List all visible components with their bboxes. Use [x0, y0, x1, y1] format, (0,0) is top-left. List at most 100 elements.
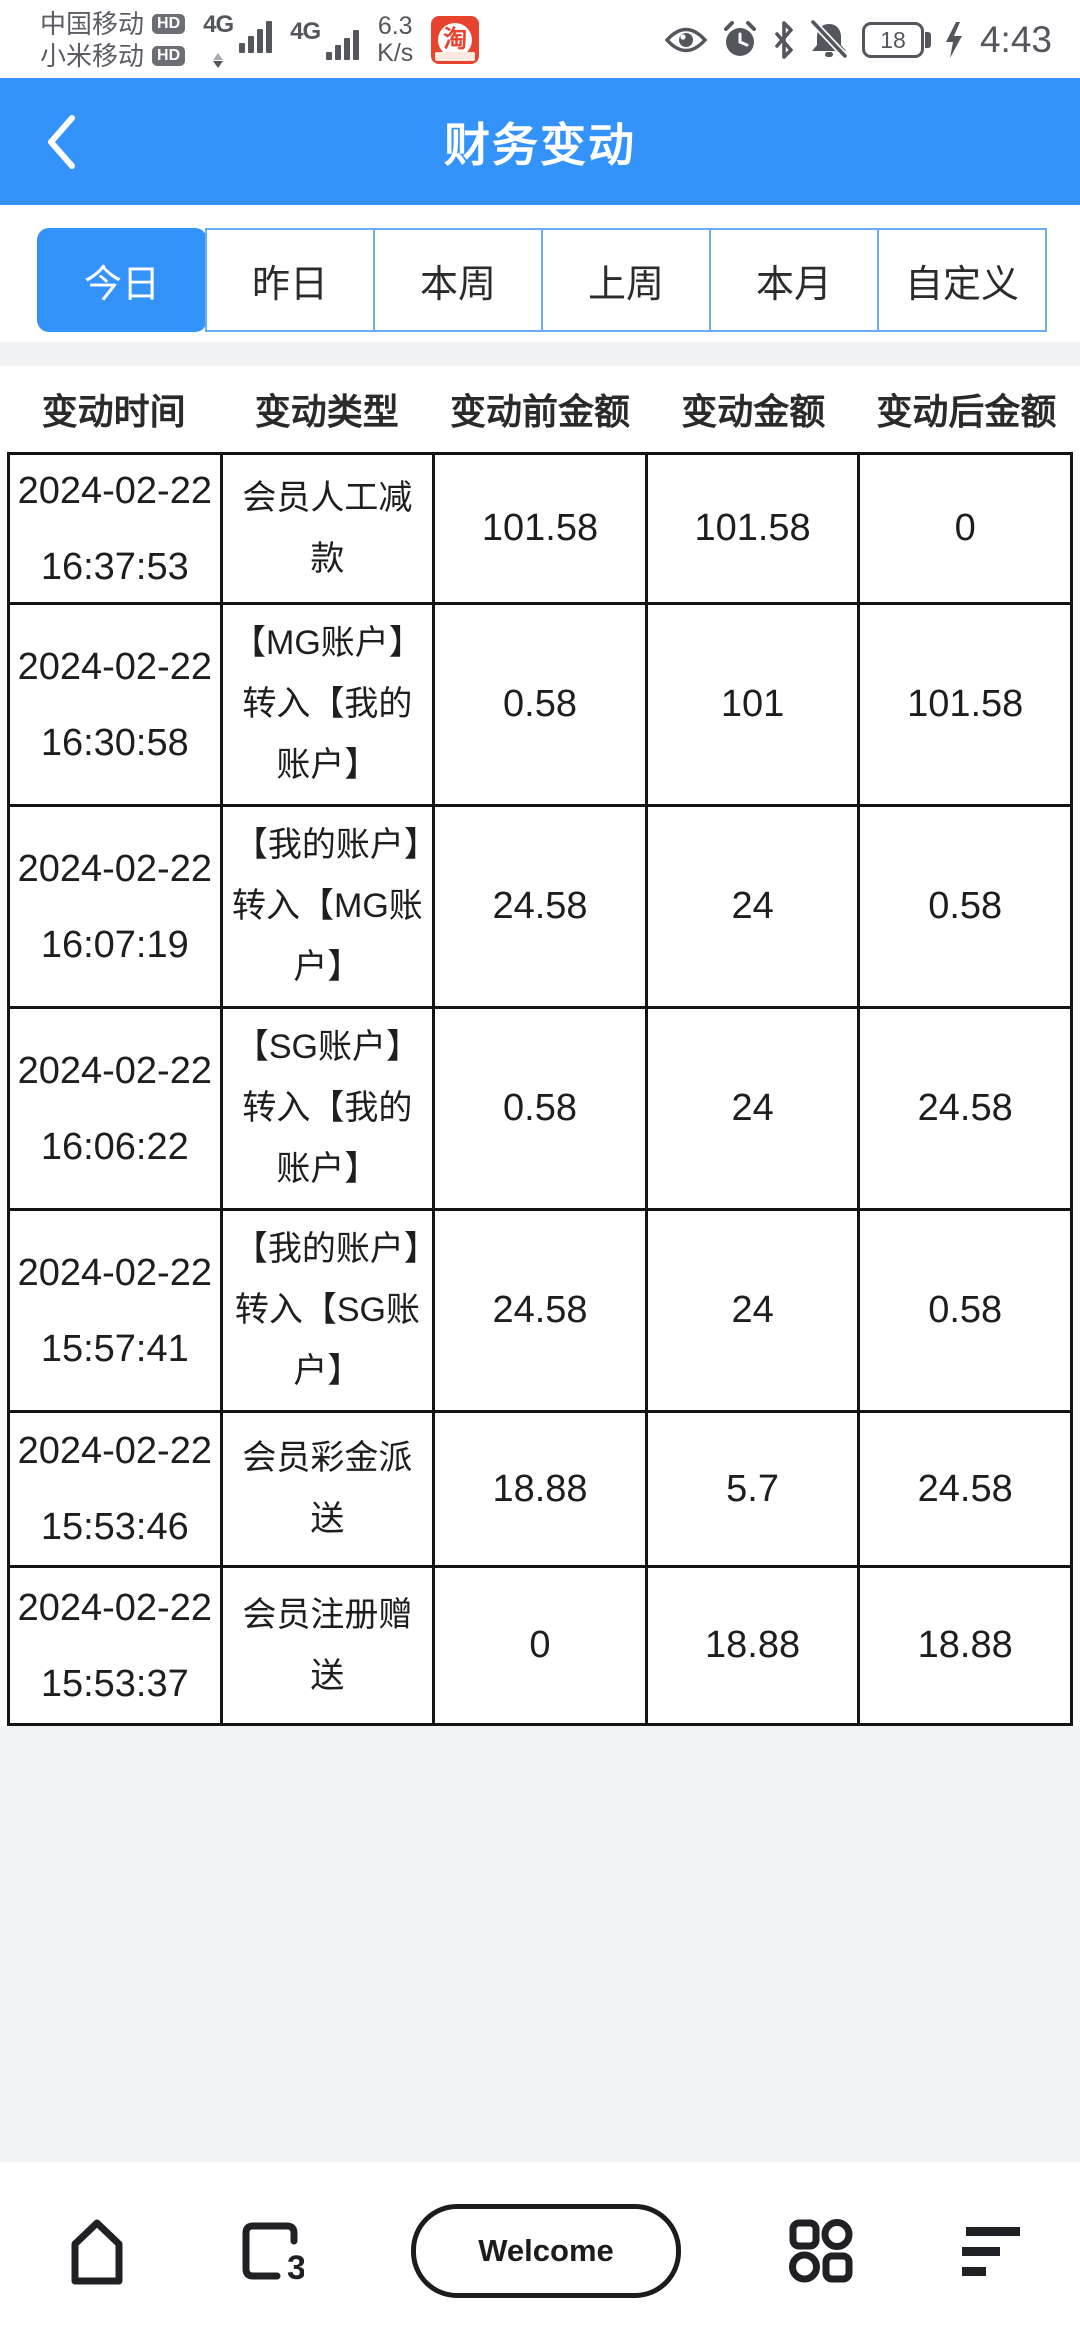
welcome-label: Welcome [478, 2233, 614, 2268]
amount-change: 101.58 [644, 452, 861, 605]
amount-change: 5.7 [644, 1410, 861, 1568]
amount-after: 24.58 [857, 1410, 1073, 1568]
col-header-after-amount: 变动后金额 [876, 391, 1057, 432]
table-row: 2024-02-22 15:53:37 会员注册赠送 0 18.88 18.88 [7, 1565, 1073, 1726]
change-type: 会员人工减款 [219, 452, 436, 605]
col-header-change-type: 变动类型 [254, 391, 399, 432]
change-date: 2024-02-22 [17, 1251, 212, 1294]
amount-change: 24 [644, 1208, 861, 1413]
back-button[interactable] [28, 78, 94, 205]
change-type: 【我的账户】转入【SG账户】 [219, 1208, 436, 1413]
network-type-label: 4G [203, 10, 234, 38]
change-date: 2024-02-22 [17, 645, 212, 688]
hd-badge-icon: HD [152, 14, 186, 34]
change-time: 16:30:58 [40, 721, 189, 764]
charging-bolt-icon [944, 22, 964, 58]
nav-filter-button[interactable] [961, 2223, 1022, 2279]
carrier-labels: 中国移动 HD 小米移动 HD [40, 9, 186, 71]
empty-area [0, 1726, 1080, 2162]
signal-bars-icon [326, 26, 360, 60]
amount-before: 24.58 [432, 804, 648, 1009]
record-count: 3 [287, 2249, 304, 2285]
amount-after: 0 [857, 452, 1073, 605]
table-row: 2024-02-22 16:07:19 【我的账户】转入【MG账户】 24.58 … [7, 804, 1073, 1009]
signal-1: 4G [203, 10, 273, 68]
change-date: 2024-02-22 [17, 847, 212, 890]
change-time: 15:53:37 [40, 1662, 189, 1705]
clock-time: 4:43 [979, 19, 1052, 60]
signal-2: 4G [290, 18, 360, 60]
change-time: 16:07:19 [40, 923, 189, 966]
filter-sort-icon [961, 2227, 1020, 2276]
change-type: 【我的账户】转入【MG账户】 [219, 804, 436, 1009]
page-title: 财务变动 [444, 118, 636, 171]
amount-change: 24 [644, 804, 861, 1009]
table-row: 2024-02-22 15:53:46 会员彩金派送 18.88 5.7 24.5… [7, 1410, 1073, 1568]
tab-yesterday[interactable]: 昨日 [205, 228, 375, 332]
table-header-row: 变动时间 变动类型 变动前金额 变动金额 变动后金额 [7, 366, 1073, 452]
battery-level: 18 [880, 26, 906, 53]
carrier-1-label: 中国移动 [40, 9, 145, 39]
tab-last-week[interactable]: 上周 [541, 228, 711, 332]
tab-this-month[interactable]: 本月 [709, 228, 879, 332]
change-type: 【MG账户】转入【我的账户】 [219, 602, 436, 807]
nav-home-button[interactable] [66, 2217, 128, 2285]
separator [0, 342, 1080, 366]
carrier-2-label: 小米移动 [40, 41, 145, 71]
bottom-nav: 3 Welcome [0, 2162, 1080, 2340]
app-header: 财务变动 [0, 78, 1080, 205]
amount-after: 101.58 [857, 602, 1073, 807]
status-bar: 中国移动 HD 小米移动 HD 4G 4G 6.3 K/s [0, 0, 1080, 78]
change-date: 2024-02-22 [17, 469, 212, 512]
amount-change: 18.88 [644, 1565, 861, 1726]
amount-before: 18.88 [432, 1410, 648, 1568]
finance-change-table: 2024-02-22 16:37:53 会员人工减款 101.58 101.58 … [7, 452, 1073, 1726]
network-type-label: 4G [290, 18, 321, 45]
amount-after: 0.58 [857, 804, 1073, 1009]
change-time: 16:37:53 [40, 545, 189, 588]
eye-protection-icon [664, 26, 708, 54]
amount-change: 101 [644, 602, 861, 807]
signal-bars-icon [239, 19, 273, 53]
amount-before: 24.58 [432, 1208, 648, 1413]
data-activity-arrows-icon [213, 52, 224, 68]
record-count-icon: 3 [242, 2222, 304, 2285]
taobao-notification-icon: 淘 [431, 16, 480, 64]
amount-after: 0.58 [857, 1208, 1073, 1413]
change-type: 【SG账户】转入【我的账户】 [219, 1006, 436, 1211]
table-row: 2024-02-22 16:06:22 【SG账户】转入【我的账户】 0.58 2… [7, 1006, 1073, 1211]
amount-after: 18.88 [857, 1565, 1073, 1726]
tab-this-week[interactable]: 本周 [373, 228, 543, 332]
table-row: 2024-02-22 15:57:41 【我的账户】转入【SG账户】 24.58 … [7, 1208, 1073, 1413]
tab-custom[interactable]: 自定义 [877, 228, 1047, 332]
amount-before: 0.58 [432, 602, 648, 807]
change-date: 2024-02-22 [17, 1430, 212, 1472]
table-row: 2024-02-22 16:30:58 【MG账户】转入【我的账户】 0.58 1… [7, 602, 1073, 807]
table-row: 2024-02-22 16:37:53 会员人工减款 101.58 101.58 … [7, 452, 1073, 605]
amount-before: 0.58 [432, 1006, 648, 1211]
home-icon [71, 2219, 123, 2285]
battery-icon: 18 [861, 22, 924, 58]
chevron-left-icon [48, 114, 75, 169]
change-date: 2024-02-22 [17, 1049, 212, 1092]
hd-badge-icon: HD [152, 46, 186, 66]
change-time: 16:06:22 [40, 1125, 189, 1168]
amount-before: 0 [432, 1565, 648, 1726]
col-header-change-time: 变动时间 [41, 391, 186, 432]
alarm-clock-icon [720, 20, 760, 60]
app-grid-icon [789, 2219, 853, 2283]
bluetooth-icon [772, 20, 796, 60]
welcome-button[interactable]: Welcome [411, 2204, 681, 2298]
network-speed: 6.3 K/s [377, 12, 414, 67]
col-header-change-amount: 变动金额 [681, 391, 826, 432]
change-type: 会员注册赠送 [219, 1565, 436, 1726]
amount-change: 24 [644, 1006, 861, 1211]
col-header-before-amount: 变动前金额 [450, 391, 631, 432]
nav-apps-button[interactable] [788, 2218, 854, 2284]
nav-records-button[interactable]: 3 [236, 2217, 304, 2285]
mute-bell-icon [808, 20, 850, 60]
tab-today[interactable]: 今日 [37, 228, 207, 332]
change-type: 会员彩金派送 [219, 1410, 436, 1568]
change-time: 15:57:41 [40, 1327, 189, 1370]
amount-before: 101.58 [432, 452, 648, 605]
